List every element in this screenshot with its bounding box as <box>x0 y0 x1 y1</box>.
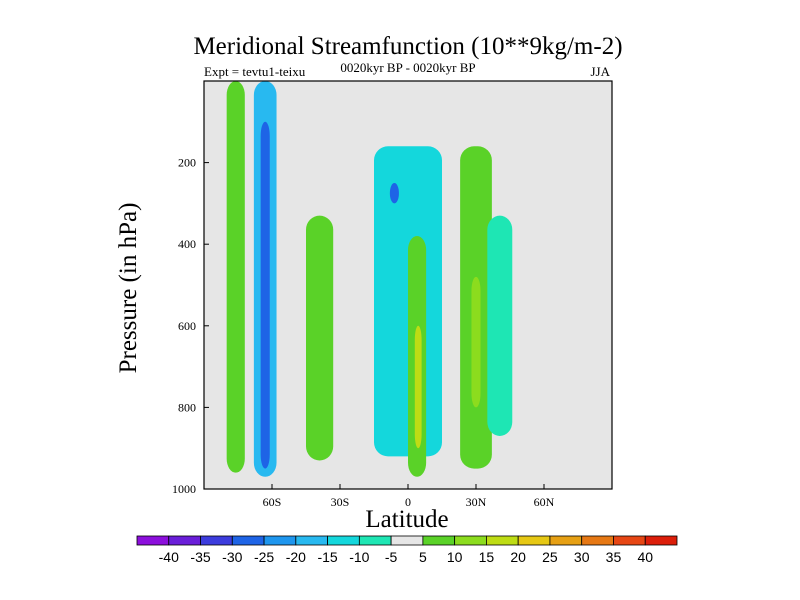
y-tick-label: 400 <box>178 237 196 251</box>
colorbar-label: 40 <box>637 549 653 565</box>
contour-region-sh-polar-positive <box>226 81 245 473</box>
colorbar-label: 30 <box>574 549 590 565</box>
colorbar-swatch <box>613 535 646 546</box>
colorbar-swatch <box>486 535 519 546</box>
y-tick-label: 800 <box>178 400 196 414</box>
contour-fills <box>226 81 513 477</box>
colorbar-swatch <box>295 535 328 546</box>
colorbar-label: -10 <box>349 549 369 565</box>
contour-region-tropical-upper-core <box>389 183 399 204</box>
y-tick-label: 200 <box>178 156 196 170</box>
colorbar-swatch <box>422 535 456 546</box>
colorbar-swatch <box>231 535 265 546</box>
x-tick-label: 60N <box>534 495 555 509</box>
colorbar-swatch <box>517 535 551 546</box>
colorbar-swatch <box>136 535 170 546</box>
colorbar-label: -30 <box>222 549 242 565</box>
colorbar-label: -20 <box>286 549 306 565</box>
colorbar-label: 20 <box>510 549 526 565</box>
contour-region-nh-subtropical-core <box>471 276 481 408</box>
contour-region-sh-midlat-positive <box>306 215 334 461</box>
colorbar-label: 10 <box>447 549 463 565</box>
colorbar-label: 25 <box>542 549 558 565</box>
colorbar-swatch <box>327 535 360 546</box>
colorbar-swatch <box>549 535 583 546</box>
colorbar-label: 15 <box>479 549 495 565</box>
x-axis-ticks: 60S 30S 0 30N 60N <box>263 484 555 509</box>
contour-region-tropical-lower-core <box>414 325 422 449</box>
colorbar-label: 35 <box>606 549 622 565</box>
colorbar-swatch <box>200 535 233 546</box>
colorbar-swatch <box>390 535 424 546</box>
colorbar-swatch <box>454 535 487 546</box>
center-label: 0020kyr BP - 0020kyr BP <box>340 60 475 75</box>
x-tick-label: 0 <box>405 495 411 509</box>
colorbar-label: -5 <box>385 549 398 565</box>
colorbar-label: -35 <box>190 549 210 565</box>
colorbar-swatch <box>168 535 201 546</box>
y-axis-ticks: 200 400 600 800 1000 <box>172 156 209 496</box>
x-tick-label: 30S <box>331 495 350 509</box>
y-tick-label: 600 <box>178 319 196 333</box>
x-axis-label: Latitude <box>365 506 448 533</box>
colorbar-swatch <box>358 535 392 546</box>
colorbar-swatch <box>581 535 614 546</box>
colorbar-label: -15 <box>317 549 337 565</box>
x-tick-label: 60S <box>263 495 282 509</box>
x-tick-label: 30N <box>466 495 487 509</box>
y-axis-label: Pressure (in hPa) <box>115 203 142 374</box>
y-tick-label: 1000 <box>172 482 196 496</box>
contour-region-sh-high-lat-core <box>260 121 270 469</box>
colorbar-label: -40 <box>159 549 179 565</box>
left-label: Expt = tevtu1-teixu <box>204 64 306 79</box>
colorbar: -40 -35 -30 -25 -20 -15 -10 -5 5 10 15 20 25 30 35 40 <box>136 535 678 565</box>
colorbar-swatch <box>644 535 678 546</box>
contour-region-nh-midlat-negative <box>487 215 513 436</box>
colorbar-label: -25 <box>254 549 274 565</box>
colorbar-label: 5 <box>419 549 427 565</box>
right-label: JJA <box>590 64 610 79</box>
colorbar-swatch <box>263 535 297 546</box>
chart-title: Meridional Streamfunction (10**9kg/m-2) <box>193 33 622 60</box>
